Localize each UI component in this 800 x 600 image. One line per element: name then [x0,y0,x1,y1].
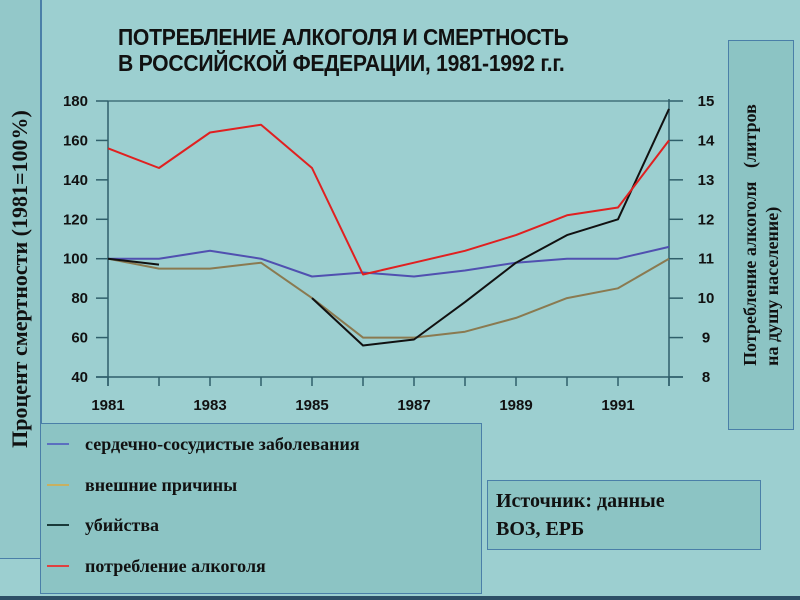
source-line2: ВОЗ, ЕРБ [496,518,585,540]
left-y-tick-label: 180 [63,93,88,110]
x-tick-label: 1989 [499,397,532,414]
legend-label: сердечно-сосудистые заболевания [85,433,360,454]
left-y-tick-label: 140 [63,172,88,189]
bottom-divider [0,596,800,600]
left-y-tick-label: 160 [63,132,88,149]
x-tick-label: 1983 [193,397,226,414]
chart-legend: сердечно-сосудистые заболевания внешние … [40,423,482,594]
series-line [107,257,670,339]
right-y-tick-label: 15 [698,93,715,110]
series-line [107,257,160,266]
chart-title-line1: ПОТРЕБЛЕНИЕ АЛКОГОЛЯ И СМЕРТНОСТЬ [118,24,569,50]
legend-swatch-icon [47,524,69,526]
source-line1: Источник: данные [496,490,665,512]
x-tick-label: 1991 [601,397,634,414]
right-axis-label-panel: Потребление алкоголя (литров на душу нас… [728,40,794,430]
legend-label: потребление алкоголя [85,555,266,576]
left-y-tick-label: 40 [71,369,88,386]
legend-label: убийства [85,514,160,535]
right-y-tick-label: 10 [698,290,715,307]
left-y-tick-label: 80 [71,290,88,307]
left-axis-label-panel: Процент смертности (1981=100%) [0,0,42,559]
legend-item-cardiovascular: сердечно-сосудистые заболевания [47,430,360,458]
legend-label: внешние причины [85,474,238,495]
x-tick-label: 1981 [91,397,124,414]
series-line [108,245,670,278]
legend-swatch-icon [47,484,69,486]
right-y-tick-label: 8 [702,369,710,386]
right-y-tick-label: 13 [698,172,715,189]
legend-item-homicides: убийства [47,511,159,539]
series-line [107,123,670,276]
chart-title-line2: В РОССИЙСКОЙ ФЕДЕРАЦИИ, 1981-1992 г.г. [118,50,565,76]
source-note: Источник: данные ВОЗ, ЕРБ [487,480,761,550]
left-y-tick-label: 100 [63,251,88,268]
series-line [311,108,670,347]
right-y-tick-label: 14 [698,132,715,149]
legend-item-alcohol-consumption: потребление алкоголя [47,552,266,580]
x-tick-label: 1987 [397,397,430,414]
chart-axes: 40 60 80 100 120 140 160 180 8 9 10 11 12 13 14 15 1981 1… [63,93,715,414]
right-y-tick-label: 12 [698,211,715,228]
left-y-tick-label: 60 [71,330,88,347]
legend-swatch-icon [47,565,69,567]
right-y-tick-label: 9 [702,330,710,347]
legend-item-external-causes: внешние причины [47,471,237,499]
legend-swatch-icon [47,443,69,445]
chart-series [107,108,670,347]
chart-title: ПОТРЕБЛЕНИЕ АЛКОГОЛЯ И СМЕРТНОСТЬ В РОСС… [118,24,569,76]
right-y-tick-label: 11 [698,251,714,268]
x-tick-label: 1985 [295,397,328,414]
left-y-tick-label: 120 [63,211,88,228]
